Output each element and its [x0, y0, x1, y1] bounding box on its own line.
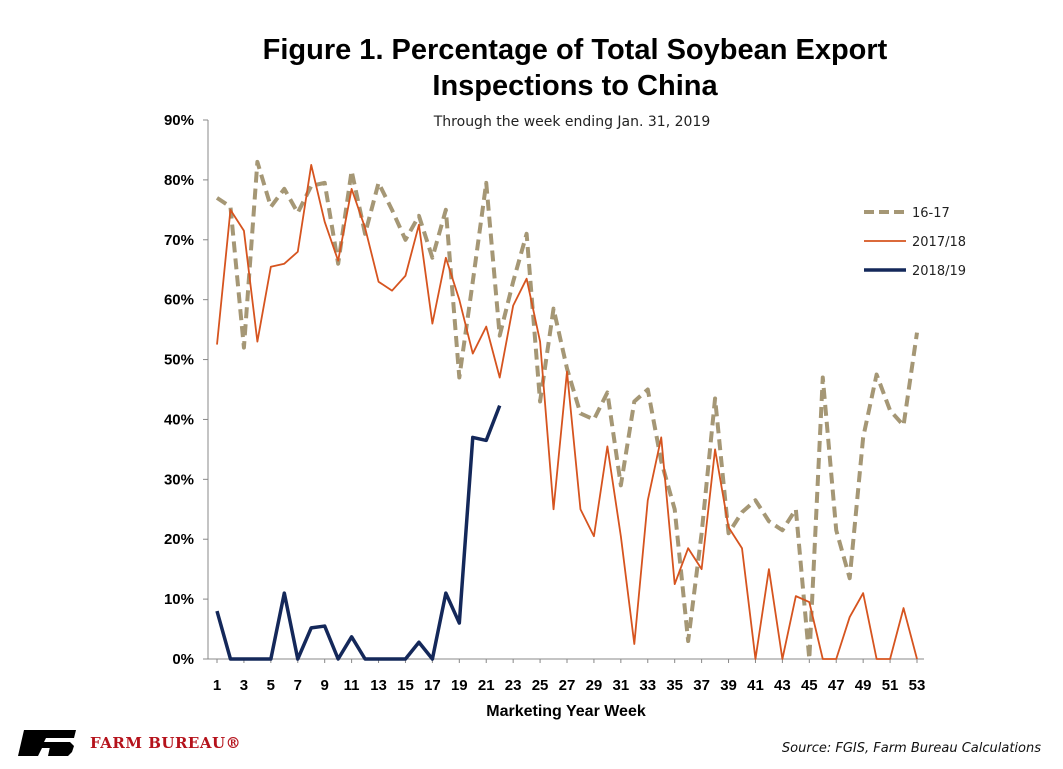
- y-tick-label: 40%: [164, 411, 194, 428]
- x-tick-label: 23: [505, 677, 522, 694]
- chart-axes: 0%10%20%30%40%50%60%70%80%90%1 3 5 7 9 11 13 15…: [164, 112, 925, 694]
- y-tick-label: 60%: [164, 292, 194, 309]
- x-tick-label: 15: [397, 677, 414, 694]
- chart-title: Figure 1. Percentage of Total Soybean Ex…: [0, 32, 1063, 104]
- x-tick-label: 33: [639, 677, 656, 694]
- y-tick-label: 20%: [164, 531, 194, 548]
- y-tick-label: 10%: [164, 591, 194, 608]
- chart-title-line2: Inspections to China: [432, 70, 718, 102]
- x-tick-label: 53: [909, 677, 926, 694]
- x-tick-label: 47: [828, 677, 845, 694]
- legend-label: 16-17: [912, 206, 950, 221]
- x-tick-label: 43: [774, 677, 791, 694]
- x-tick-label: 11: [344, 677, 360, 694]
- legend-label: 2018/19: [912, 264, 966, 279]
- x-tick-label: 17: [424, 677, 441, 694]
- farm-bureau-wordmark: FARM BUREAU®: [90, 734, 242, 752]
- x-tick-label: 39: [720, 677, 737, 694]
- x-axis-label: Marketing Year Week: [486, 703, 646, 720]
- farm-bureau-logo: FARM BUREAU®: [18, 730, 241, 756]
- chart-title-line1: Figure 1. Percentage of Total Soybean Ex…: [262, 34, 888, 66]
- x-tick-label: 7: [294, 677, 302, 694]
- x-tick-label: 25: [532, 677, 549, 694]
- x-tick-label: 3: [240, 677, 248, 694]
- y-tick-label: 80%: [164, 172, 194, 189]
- x-tick-label: 29: [586, 677, 603, 694]
- x-tick-label: 5: [267, 677, 275, 694]
- chart-legend: 16-17 2017/18 2018/19: [864, 206, 966, 279]
- x-tick-label: 21: [478, 677, 495, 694]
- x-tick-label: 1: [213, 677, 221, 694]
- x-tick-label: 37: [693, 677, 710, 694]
- farm-bureau-logo-icon: [18, 730, 76, 756]
- x-tick-label: 45: [801, 677, 818, 694]
- y-tick-label: 0%: [172, 651, 194, 668]
- y-tick-label: 70%: [164, 232, 194, 249]
- series-line-2017-18: [216, 164, 918, 660]
- x-tick-label: 13: [370, 677, 387, 694]
- y-tick-label: 30%: [164, 471, 194, 488]
- x-tick-label: 19: [451, 677, 468, 694]
- series-line-2018-19: [215, 405, 502, 661]
- chart-subtitle: Through the week ending Jan. 31, 2019: [433, 114, 711, 130]
- x-tick-label: 9: [321, 677, 329, 694]
- chart-series: [215, 159, 919, 661]
- legend-label: 2017/18: [912, 235, 966, 250]
- x-tick-label: 49: [855, 677, 872, 694]
- y-tick-label: 90%: [164, 112, 194, 129]
- x-tick-label: 35: [666, 677, 683, 694]
- source-note: Source: FGIS, Farm Bureau Calculations: [781, 741, 1041, 756]
- y-tick-label: 50%: [164, 352, 194, 369]
- x-tick-label: 51: [882, 677, 899, 694]
- x-tick-label: 27: [559, 677, 576, 694]
- x-tick-label: 31: [613, 677, 630, 694]
- series-line-16-17: [215, 159, 919, 661]
- x-tick-label: 41: [747, 677, 764, 694]
